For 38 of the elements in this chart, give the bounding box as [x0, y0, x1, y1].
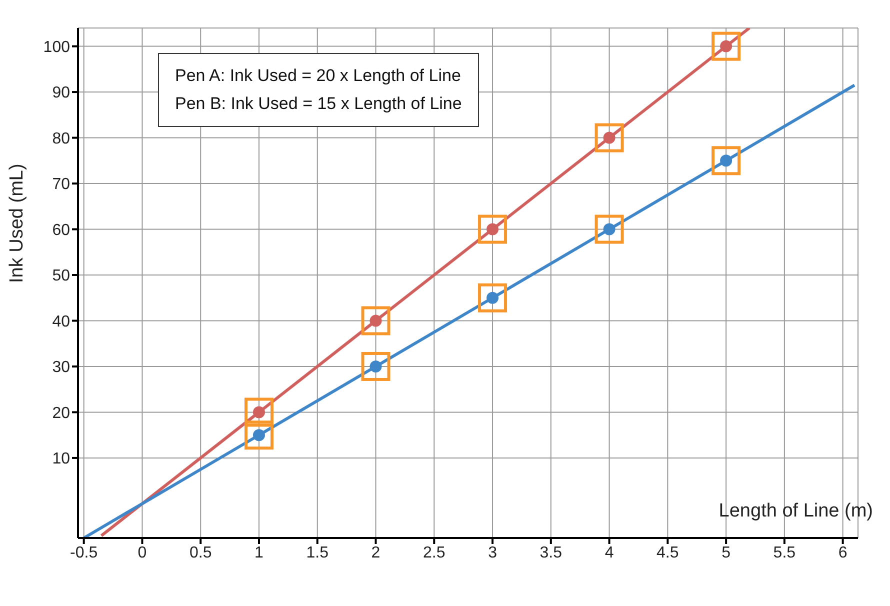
y-tick-label: 40 — [52, 313, 70, 330]
x-tick-label: 1.5 — [306, 544, 329, 562]
x-axis-title: Length of Line (m) — [718, 500, 873, 522]
point — [712, 146, 741, 176]
x-tick-label: 0.5 — [189, 544, 212, 562]
y-tick-label: 30 — [52, 359, 70, 376]
x-tick-label: 0 — [138, 544, 147, 562]
y-axis-title: Ink Used (mL) — [6, 164, 28, 283]
point — [361, 306, 390, 336]
point — [712, 32, 741, 61]
y-tick-label: 90 — [52, 84, 70, 102]
x-tick-label: 5 — [722, 544, 731, 562]
point — [361, 352, 390, 381]
y-tick-label: 50 — [52, 268, 70, 285]
x-tick-label: 2 — [371, 544, 380, 562]
x-tick-label: 1 — [254, 544, 264, 562]
x-tick-label: 2.5 — [423, 544, 446, 562]
y-tick-label: 70 — [52, 176, 70, 194]
annotation: Pen A: Ink Used = 20 x Length of Line — [175, 65, 462, 87]
x-tick-label: 3 — [488, 544, 498, 562]
point — [478, 283, 508, 312]
x-tick-label: 4.5 — [656, 544, 679, 562]
point — [478, 214, 508, 244]
y-tick-label: 10 — [52, 450, 70, 468]
x-tick-label: 3.5 — [540, 544, 562, 562]
x-tick-label: 4 — [604, 544, 614, 562]
y-tick-label: 20 — [52, 404, 70, 422]
y-tick-label: 100 — [43, 38, 70, 56]
y-tick-label: 80 — [52, 130, 70, 148]
point — [244, 420, 274, 450]
point — [594, 123, 624, 152]
annotation: Pen B: Ink Used = 15 x Length of Line — [175, 93, 462, 115]
x-tick-label: 6 — [838, 544, 848, 562]
y-tick-label: 60 — [52, 222, 70, 239]
x-tick-label: -0.5 — [70, 544, 98, 562]
x-tick-label: 5.5 — [773, 544, 796, 562]
point — [594, 214, 624, 244]
point — [244, 398, 274, 427]
